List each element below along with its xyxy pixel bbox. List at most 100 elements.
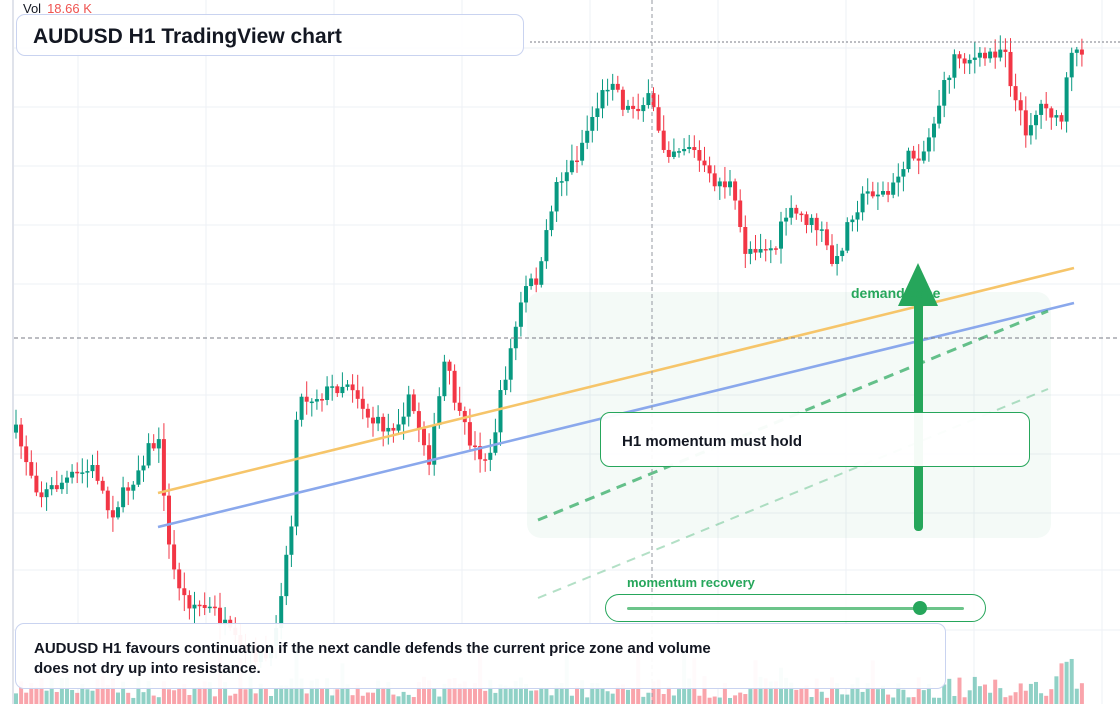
volume-bar xyxy=(350,695,355,704)
volume-bar xyxy=(483,690,488,704)
volume-bar xyxy=(891,697,896,704)
volume-bar xyxy=(875,689,880,704)
candle-body xyxy=(376,416,381,424)
candle-body xyxy=(738,200,743,227)
callout-text: H1 momentum must hold xyxy=(622,433,803,450)
volume-bar xyxy=(100,676,105,704)
volume-bar xyxy=(95,679,100,704)
volume-bar xyxy=(289,678,294,704)
candle-body xyxy=(585,130,590,143)
summary-line-2: does not dry up into resistance. xyxy=(34,660,261,677)
candle-body xyxy=(116,507,120,518)
volume-bar xyxy=(784,677,789,704)
candle-body xyxy=(712,173,717,187)
volume-bar xyxy=(554,685,559,704)
volume-bar xyxy=(937,697,942,704)
volume-bar xyxy=(758,676,763,704)
volume-bar xyxy=(116,692,120,704)
candle-body xyxy=(223,619,228,625)
volume-bar xyxy=(722,682,727,704)
momentum-channel-lower xyxy=(537,388,1049,599)
volume-bar xyxy=(432,688,437,704)
candle-body xyxy=(916,158,921,161)
volume-bar xyxy=(600,688,605,704)
candle-body xyxy=(1049,108,1054,118)
volume-bar xyxy=(167,689,171,704)
volume-bar xyxy=(631,688,636,704)
momentum-callout: H1 momentum must hold xyxy=(600,412,1030,467)
volume-bar xyxy=(605,691,610,704)
volume-bar xyxy=(406,694,411,704)
volume-bar xyxy=(911,697,916,704)
volume-bar xyxy=(835,683,840,704)
chart-grid xyxy=(12,0,1120,704)
volume-bar xyxy=(524,684,528,704)
volume-bar xyxy=(661,694,666,704)
candle-body xyxy=(830,245,834,264)
candle-body xyxy=(972,57,977,60)
candle-body xyxy=(401,416,406,425)
volume-bar xyxy=(1028,683,1033,704)
volume-bar xyxy=(396,696,401,704)
volume-bar xyxy=(65,677,69,704)
candle-body xyxy=(651,93,656,108)
volume-bar xyxy=(427,680,432,704)
volume-bar xyxy=(585,697,590,704)
volume-bar xyxy=(809,697,814,704)
candle-body xyxy=(768,248,773,251)
volume-bar xyxy=(330,695,335,704)
candle-body xyxy=(391,427,396,431)
candle-body xyxy=(942,80,947,106)
candle-body xyxy=(758,249,763,253)
candle-body xyxy=(1069,52,1074,78)
candle-body xyxy=(641,105,646,112)
volume-bar xyxy=(258,683,263,704)
volume-bar xyxy=(161,681,166,704)
candle-body xyxy=(161,439,166,496)
candle-body xyxy=(416,411,421,429)
candle-body xyxy=(666,149,671,157)
candle-body xyxy=(1054,115,1059,118)
volume-bar xyxy=(503,685,508,704)
volume-bar xyxy=(192,687,197,704)
candle-body xyxy=(921,151,926,161)
volume-bar xyxy=(967,690,972,704)
volume-bar xyxy=(309,680,314,704)
momentum-knob[interactable] xyxy=(913,601,928,615)
volume-bar xyxy=(360,695,365,704)
candle-body xyxy=(452,370,457,403)
volume-bar xyxy=(707,697,712,704)
candle-body xyxy=(554,181,559,212)
volume-bar xyxy=(1044,695,1049,704)
summary-text: AUDUSD H1 favours continuation if the ne… xyxy=(34,639,734,679)
volume-bar xyxy=(738,692,743,704)
momentum-slider[interactable] xyxy=(605,594,986,622)
candle-body xyxy=(692,147,697,151)
title-panel: AUDUSD H1 TradingView chart xyxy=(16,14,524,56)
candle-body xyxy=(100,480,105,491)
candle-body xyxy=(289,526,294,555)
candle-body xyxy=(335,386,340,394)
volume-bar xyxy=(462,681,467,704)
candle-body xyxy=(824,229,829,246)
volume-bar xyxy=(411,697,416,704)
candle-body xyxy=(131,484,136,491)
candle-body xyxy=(518,302,523,327)
candle-body xyxy=(886,191,891,195)
volume-bar xyxy=(284,685,289,704)
volume-bar xyxy=(590,683,595,704)
candle-body xyxy=(1074,49,1079,53)
candle-body xyxy=(539,261,544,285)
volume-bar xyxy=(743,694,748,704)
volume-bar xyxy=(559,682,564,704)
candle-body xyxy=(141,465,146,471)
candle-body xyxy=(411,394,416,412)
volume-bar xyxy=(85,689,90,704)
momentum-track[interactable] xyxy=(627,607,964,610)
candle-body xyxy=(59,482,64,490)
volume-bar xyxy=(518,677,523,704)
candle-body xyxy=(105,490,110,511)
volume-bar xyxy=(947,678,952,704)
volume-bar xyxy=(804,685,809,704)
volume-bar xyxy=(712,696,717,704)
